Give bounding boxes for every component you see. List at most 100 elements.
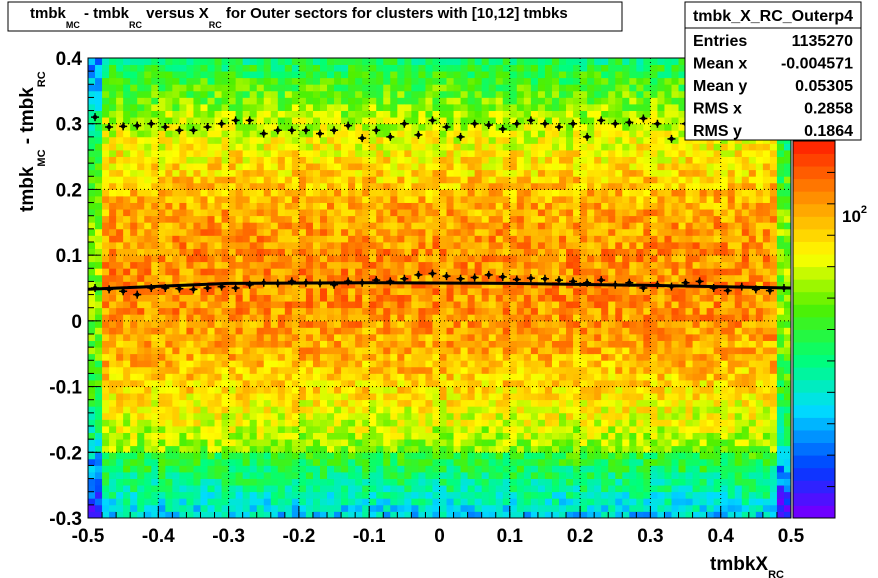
heatmap-cell <box>186 242 194 249</box>
heatmap-cell <box>488 334 497 341</box>
heatmap-cell <box>221 445 229 453</box>
heatmap-cell <box>172 301 180 309</box>
heatmap-cell <box>559 215 567 223</box>
heatmap-cell <box>495 58 504 65</box>
heatmap-cell <box>453 288 461 295</box>
heatmap-cell <box>158 307 166 315</box>
heatmap-cell <box>214 202 222 210</box>
heatmap-cell <box>116 504 124 512</box>
heatmap-cell <box>193 373 201 381</box>
heatmap-cell <box>221 84 229 92</box>
heatmap-cell <box>481 136 490 144</box>
heatmap-cell <box>341 58 349 65</box>
heatmap-cell <box>165 366 173 374</box>
heatmap-cell <box>242 123 251 131</box>
heatmap-cell <box>319 169 328 177</box>
heatmap-cell <box>411 498 419 506</box>
heatmap-cell <box>158 235 166 243</box>
heatmap-cell <box>432 452 440 460</box>
heatmap-cell <box>116 104 124 111</box>
heatmap-cell <box>460 110 469 118</box>
heatmap-cell <box>467 261 476 269</box>
heatmap-cell <box>158 176 166 184</box>
heatmap-cell <box>235 104 244 111</box>
heatmap-cell <box>495 301 504 309</box>
heatmap-cell <box>144 150 152 157</box>
heatmap-cell <box>425 97 433 105</box>
heatmap-cell <box>207 294 215 302</box>
heatmap-cell <box>88 360 96 368</box>
heatmap-cell <box>481 143 490 151</box>
heatmap-cell <box>284 58 293 65</box>
heatmap-cell <box>151 130 159 138</box>
heatmap-cell <box>158 478 166 486</box>
heatmap-cell <box>530 58 539 65</box>
heatmap-cell <box>235 320 244 328</box>
heatmap-cell <box>305 478 314 486</box>
heatmap-cell <box>566 458 574 466</box>
heatmap-cell <box>165 90 173 98</box>
heatmap-cell <box>390 360 398 368</box>
heatmap-cell <box>102 485 110 493</box>
heatmap-cell <box>327 412 335 420</box>
heatmap-cell <box>362 84 370 92</box>
heatmap-cell <box>172 274 180 282</box>
heatmap-cell <box>158 104 166 111</box>
heatmap-cell <box>439 176 447 184</box>
heatmap-cell <box>291 432 300 440</box>
heatmap-cell <box>95 150 103 157</box>
heatmap-cell <box>158 504 166 512</box>
heatmap-cell <box>509 458 518 466</box>
heatmap-cell <box>291 439 300 447</box>
heatmap-cell <box>376 419 384 427</box>
heatmap-cell <box>130 301 138 309</box>
heatmap-cell <box>502 130 511 138</box>
heatmap-cell <box>404 498 412 506</box>
heatmap-cell <box>573 320 581 328</box>
heatmap-cell <box>523 104 532 111</box>
heatmap-cell <box>88 406 96 414</box>
heatmap-cell <box>544 458 553 466</box>
heatmap-cell <box>418 478 426 486</box>
heatmap-cell <box>362 136 370 144</box>
heatmap-cell <box>256 274 265 282</box>
heatmap-cell <box>165 84 173 92</box>
heatmap-cell <box>544 196 553 203</box>
heatmap-cell <box>573 314 581 322</box>
heatmap-cell <box>439 288 447 295</box>
heatmap-cell <box>130 445 138 453</box>
heatmap-cell <box>488 117 497 125</box>
heatmap-cell <box>341 117 349 125</box>
heatmap-cell <box>425 156 433 164</box>
heatmap-cell <box>573 452 581 460</box>
heatmap-cell <box>186 261 194 269</box>
heatmap-cell <box>249 432 258 440</box>
heatmap-cell <box>495 373 504 381</box>
heatmap-cell <box>544 307 553 315</box>
heatmap-cell <box>390 320 398 328</box>
heatmap-cell <box>481 432 490 440</box>
heatmap-cell <box>102 156 110 164</box>
heatmap-cell <box>291 268 300 276</box>
heatmap-cell <box>474 130 483 138</box>
heatmap-cell <box>298 452 307 460</box>
heatmap-cell <box>179 209 187 217</box>
heatmap-cell <box>411 84 419 92</box>
heatmap-cell <box>418 150 426 157</box>
heatmap-cell <box>235 150 244 157</box>
heatmap-cell <box>397 97 405 105</box>
heatmap-cell <box>509 274 518 282</box>
heatmap-cell <box>369 445 377 453</box>
heatmap-cell <box>327 399 335 407</box>
heatmap-cell <box>397 340 405 348</box>
heatmap-cell <box>559 169 567 177</box>
heatmap-cell <box>242 202 251 210</box>
heatmap-cell <box>390 478 398 486</box>
heatmap-cell <box>418 182 426 190</box>
heatmap-cell <box>214 196 222 203</box>
heatmap-cell <box>263 334 272 341</box>
heatmap-cell <box>474 281 483 289</box>
heatmap-cell <box>390 340 398 348</box>
heatmap-cell <box>256 150 265 157</box>
heatmap-cell <box>137 150 145 157</box>
